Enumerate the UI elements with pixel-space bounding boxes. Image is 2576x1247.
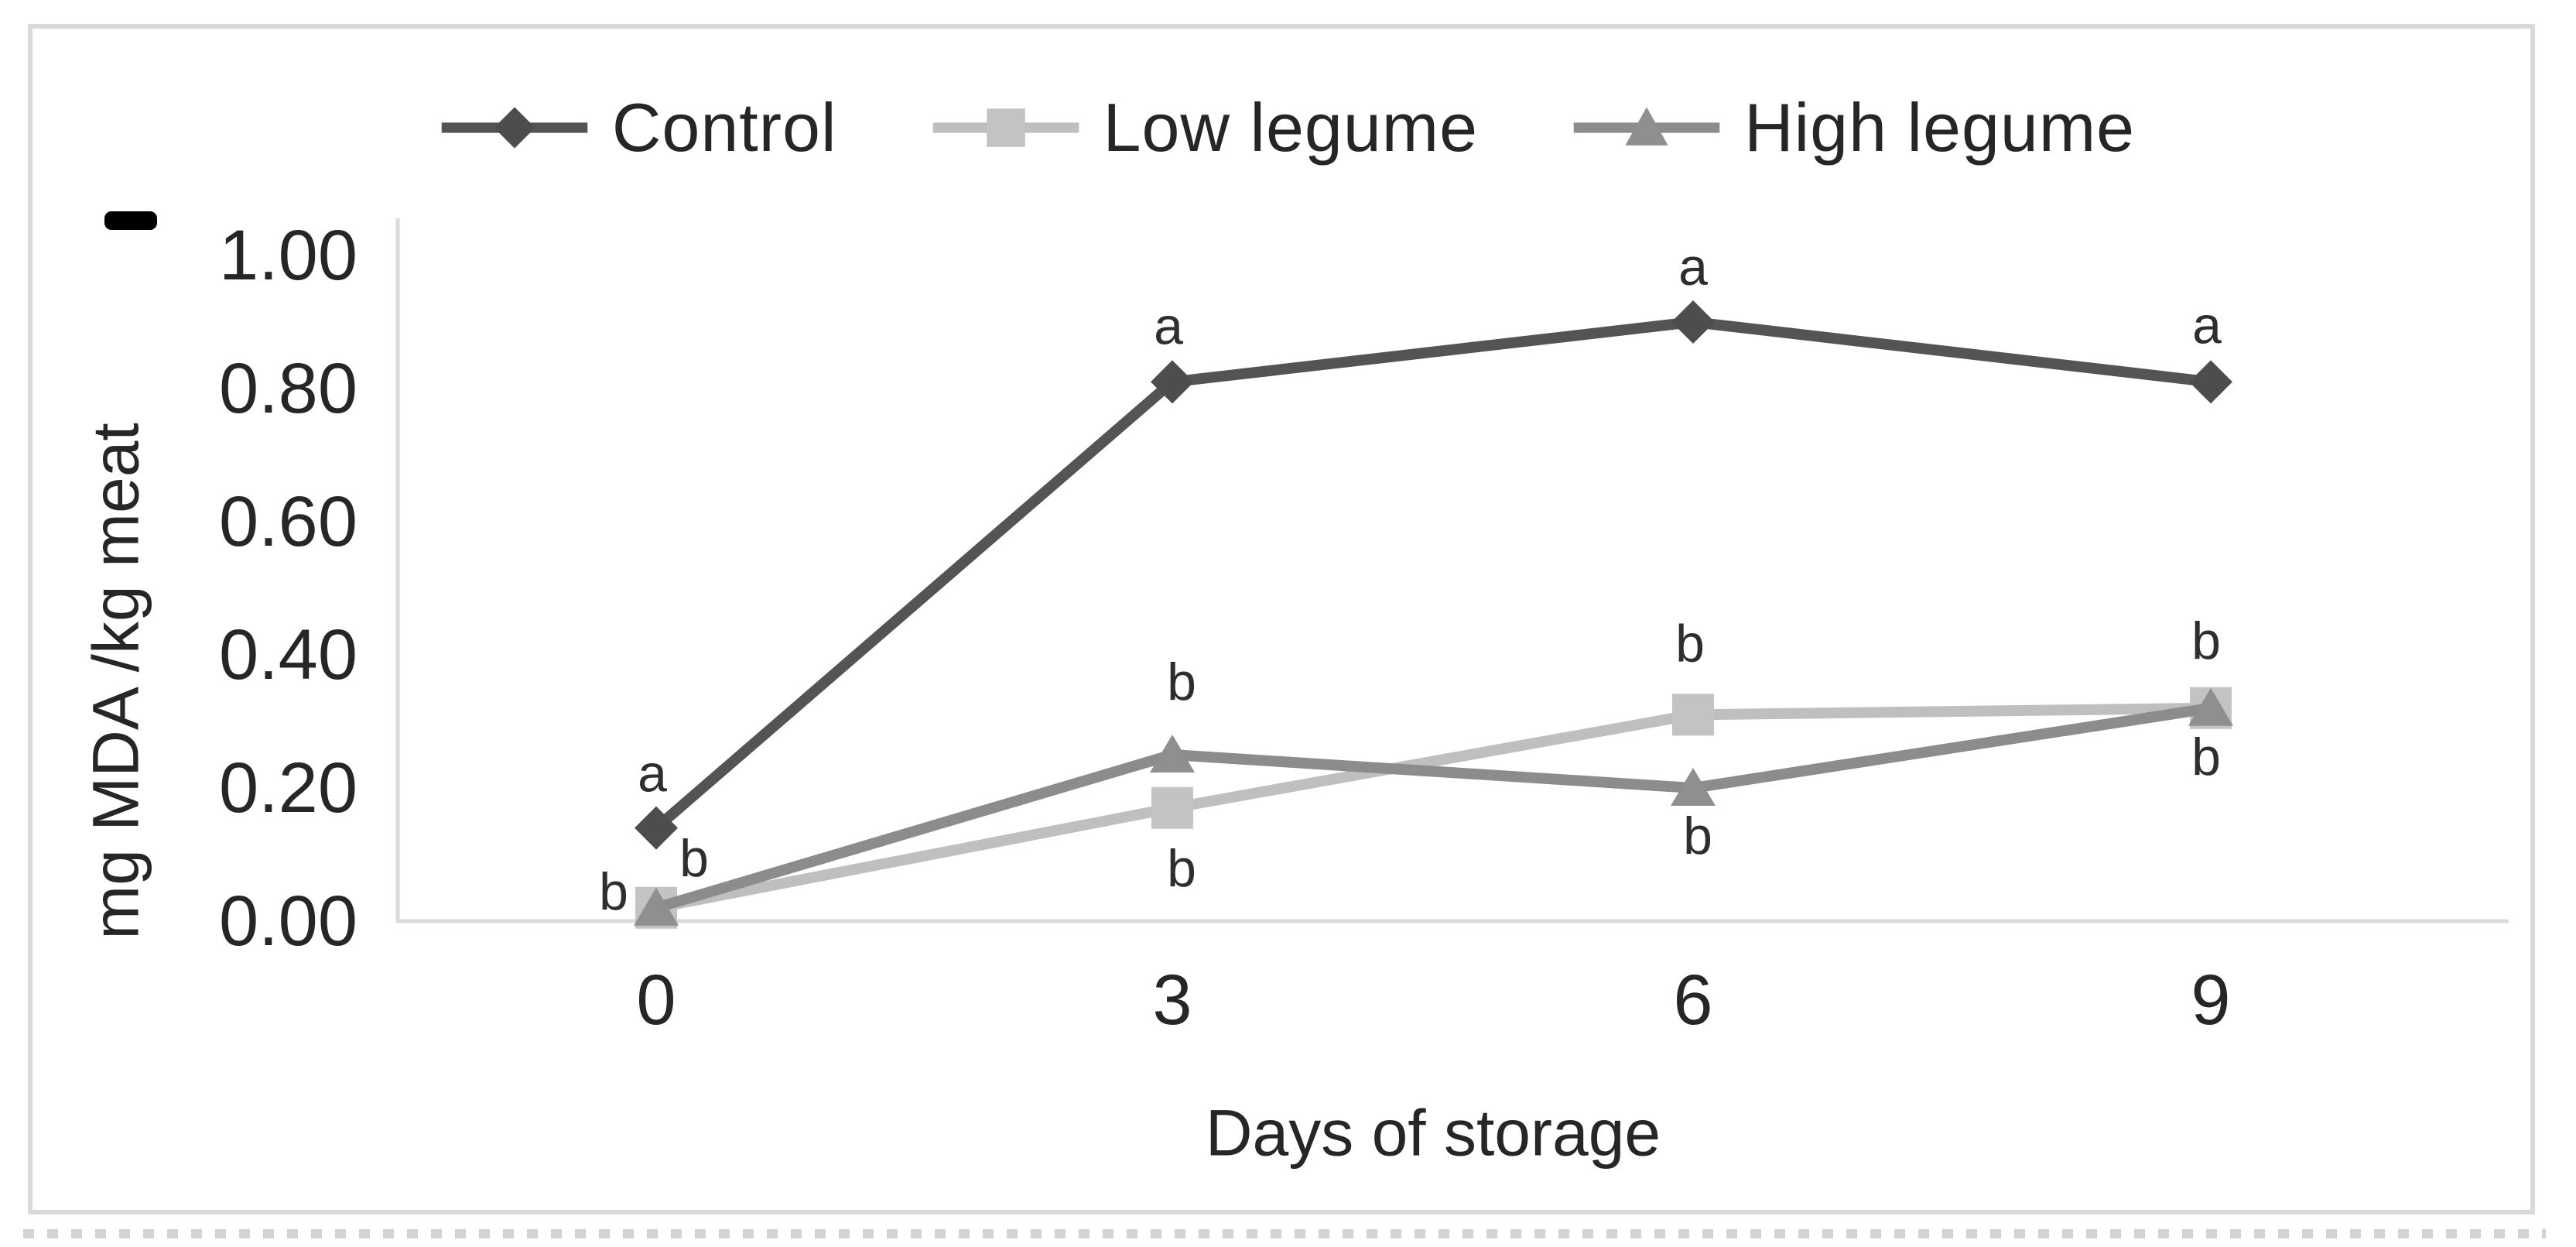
scan-noise-strip [23, 1229, 2546, 1238]
chart-legend: Control Low legume High legume [28, 85, 2544, 170]
point-label-control-6: a [1678, 238, 1708, 296]
data-point-low_legume-6 [1672, 694, 1714, 736]
point-label-high_legume-9: b [2191, 728, 2221, 786]
legend-item-high-legume: High legume [1569, 94, 2135, 162]
point-label-low_legume-9: b [2191, 612, 2221, 670]
data-point-high_legume-3 [1150, 735, 1195, 773]
data-point-low_legume-3 [1151, 786, 1193, 829]
point-label-low_legume-0: b [599, 862, 628, 921]
y-tick-label: 1.00 [219, 216, 357, 295]
series-line-low_legume [651, 702, 2216, 913]
legend-label-control: Control [611, 89, 837, 166]
data-point-high_legume-9 [2188, 687, 2233, 726]
y-tick-label: 0.60 [219, 482, 357, 561]
data-point-control-6 [1671, 300, 1715, 344]
legend-item-control: Control [437, 94, 837, 162]
legend-label-low-legume: Low legume [1103, 89, 1479, 166]
y-axis-title: mg MDA /kg meat [79, 423, 152, 940]
point-label-high_legume-6: b [1683, 807, 1712, 865]
triangle-marker-icon [1569, 97, 1724, 159]
x-tick-label: 3 [1152, 961, 1192, 1040]
panel-dash-mark [104, 211, 157, 230]
point-label-high_legume-3: b [1167, 653, 1196, 711]
data-point-high_legume-6 [1671, 768, 1716, 806]
series-line-high_legume [651, 702, 2216, 913]
point-label-control-9: a [2192, 296, 2222, 355]
point-label-low_legume-6: b [1675, 614, 1705, 673]
y-tick-label: 0.00 [219, 882, 357, 961]
diamond-marker-icon [437, 97, 592, 159]
point-label-low_legume-3: b [1167, 839, 1196, 898]
point-label-control-0: a [638, 745, 667, 803]
data-point-high_legume-0 [634, 887, 679, 926]
point-label-high_legume-0: b [679, 829, 709, 888]
legend-item-low-legume: Low legume [929, 94, 1479, 162]
x-axis-title: Days of storage [1205, 1096, 1661, 1170]
legend-label-high-legume: High legume [1744, 89, 2136, 166]
y-tick-label: 0.80 [219, 349, 357, 428]
y-tick-label: 0.20 [219, 749, 357, 827]
point-label-control-3: a [1154, 296, 1183, 355]
x-tick-label: 6 [1673, 961, 1712, 1040]
data-point-control-9 [2189, 360, 2232, 404]
square-marker-icon [929, 97, 1083, 159]
series-line-control [651, 316, 2216, 834]
y-tick-label: 0.40 [219, 615, 357, 694]
data-point-control-3 [1151, 360, 1194, 404]
x-tick-label: 9 [2191, 961, 2230, 1040]
x-tick-label: 0 [636, 961, 676, 1040]
data-point-control-0 [635, 806, 678, 850]
chart-frame [28, 24, 2535, 1214]
